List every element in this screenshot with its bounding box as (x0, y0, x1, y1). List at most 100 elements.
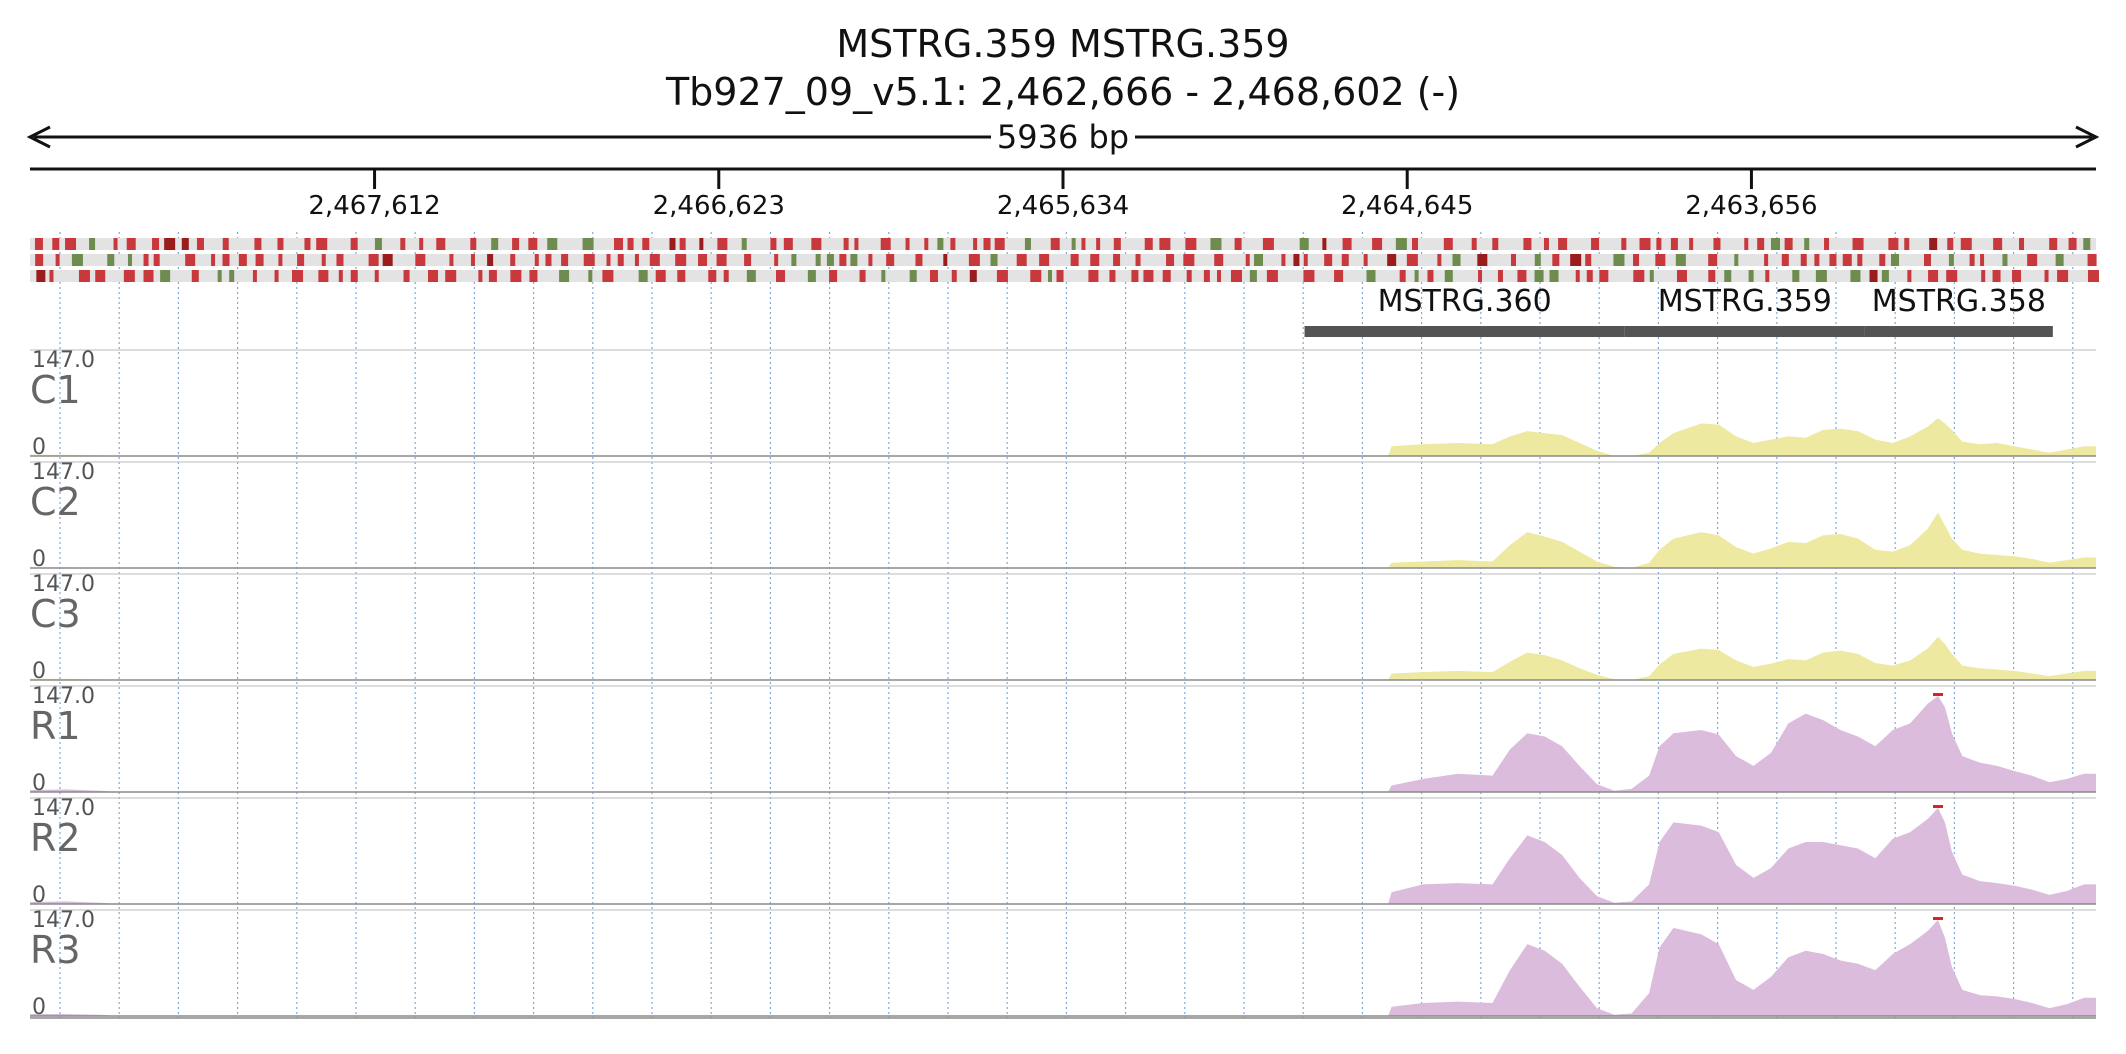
sequence-mark (854, 238, 859, 250)
sequence-mark (1183, 254, 1195, 266)
sequence-mark (951, 270, 957, 282)
sequence-mark (1478, 270, 1483, 282)
sequence-mark (78, 270, 90, 282)
sequence-mark (1293, 254, 1300, 266)
sequence-mark (559, 270, 570, 282)
sequence-mark (776, 270, 786, 282)
sequence-mark (1444, 270, 1453, 282)
sequence-mark (278, 254, 283, 266)
sequence-mark (1946, 270, 1958, 282)
sequence-mark (374, 270, 379, 282)
coverage-area (30, 808, 2096, 904)
coverage-area (30, 696, 2096, 792)
track-name: R2 (30, 816, 81, 860)
sequence-mark (1784, 238, 1793, 250)
sequence-mark (89, 238, 96, 250)
sequence-mark (983, 238, 991, 250)
sequence-mark (1591, 238, 1600, 250)
sequence-mark (185, 254, 196, 266)
sequence-mark (152, 238, 160, 250)
sequence-mark (350, 238, 358, 250)
sequence-mark (1850, 270, 1861, 282)
coverage-area (30, 920, 2096, 1016)
sequence-mark (1162, 270, 1171, 282)
sequence-mark (316, 238, 328, 250)
gene-bar (1304, 326, 1625, 337)
track-name: R3 (30, 928, 81, 972)
sequence-mark (449, 254, 454, 266)
sequence-mark (1639, 238, 1651, 250)
sequence-mark (1477, 254, 1488, 266)
sequence-mark (649, 254, 660, 266)
sequence-mark (868, 254, 873, 266)
sequence-mark (606, 254, 611, 266)
sequence-mark (1549, 270, 1559, 282)
sequence-mark (973, 238, 978, 250)
sequence-mark (1050, 238, 1060, 250)
sequence-mark (336, 254, 344, 266)
sequence-mark (1800, 254, 1807, 266)
sequence-mark (1881, 270, 1889, 282)
sequence-mark (181, 238, 189, 250)
sequence-mark (445, 270, 457, 282)
sequence-mark (415, 254, 426, 266)
sequence-mark (1534, 254, 1541, 266)
sequence-mark (1734, 254, 1739, 266)
sequence-mark (1090, 254, 1100, 266)
sequence-mark (107, 254, 115, 266)
sequence-mark (1907, 270, 1912, 282)
sequence-mark (1570, 254, 1582, 266)
sequence-mark (126, 238, 136, 250)
sequence-mark (217, 270, 222, 282)
sequence-mark (1842, 254, 1852, 266)
sequence-mark (1633, 254, 1640, 266)
sequence-mark (1414, 270, 1419, 282)
sequence-mark (937, 238, 944, 250)
span-arrow-left-head (26, 125, 51, 149)
sequence-mark (1670, 238, 1678, 250)
sequence-mark (1039, 254, 1050, 266)
sequence-mark (1372, 238, 1383, 250)
sequence-mark (510, 254, 516, 266)
sequence-mark (1523, 238, 1532, 250)
sequence-mark (1852, 238, 1864, 250)
sequence-mark (153, 254, 160, 266)
track-max-label: 147.0 (32, 460, 95, 485)
sequence-mark (1792, 270, 1800, 282)
sequence-mark (1245, 254, 1250, 266)
track-min-label: 0 (32, 435, 46, 460)
sequence-mark (2087, 254, 2097, 266)
sequence-mark (1185, 238, 1197, 250)
sequence-mark (2012, 270, 2022, 282)
sequence-mark (338, 270, 343, 282)
gene-label: MSTRG.360 (1378, 284, 1552, 319)
sequence-mark (880, 238, 891, 250)
sequence-mark (1135, 254, 1141, 266)
sequence-mark (1948, 254, 1954, 266)
sequence-mark (829, 270, 838, 282)
sequence-mark (1395, 238, 1407, 250)
sequence-mark (1096, 238, 1101, 250)
sequence-mark (770, 238, 777, 250)
sequence-mark (1497, 270, 1503, 282)
sequence-mark (113, 238, 118, 250)
sequence-mark (65, 238, 77, 250)
sequence-mark (582, 238, 594, 250)
sequence-mark (1829, 254, 1837, 266)
sequence-mark (428, 270, 439, 282)
sequence-mark (400, 238, 406, 250)
sequence-mark (318, 270, 329, 282)
sequence-mark (1081, 238, 1086, 250)
sequence-mark (95, 270, 106, 282)
sequence-mark (478, 270, 483, 282)
sequence-mark (1765, 270, 1770, 282)
sequence-mark (528, 238, 538, 250)
sequence-mark (196, 238, 204, 250)
sequence-mark (1254, 254, 1264, 266)
sequence-mark (1262, 238, 1274, 250)
sequence-mark (1713, 238, 1721, 250)
sequence-mark (1249, 270, 1257, 282)
sequence-mark (297, 254, 305, 266)
sequence-mark (1586, 270, 1593, 282)
